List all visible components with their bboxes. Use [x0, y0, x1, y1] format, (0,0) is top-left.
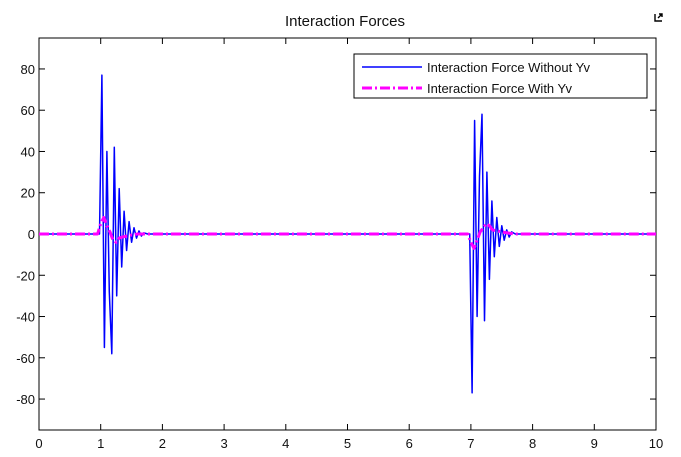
y-tick-label: -20: [16, 268, 35, 283]
x-tick-label: 1: [97, 436, 104, 451]
chart-title: Interaction Forces: [285, 13, 405, 30]
legend-label-without-yv: Interaction Force Without Yv: [427, 60, 591, 75]
x-tick-label: 3: [220, 436, 227, 451]
x-axis: 0 1 2 3 4 5 6 7 8 9 10: [35, 38, 663, 451]
legend-label-with-yv: Interaction Force With Yv: [427, 81, 572, 96]
plot-area: 0 1 2 3 4 5 6 7 8 9 10 80 60 40 20 0 -20 -40 -60 -80: [16, 37, 663, 451]
legend-box: [353, 53, 648, 99]
series-layer: [39, 74, 656, 394]
y-tick-label: 0: [28, 227, 35, 242]
legend[interactable]: Interaction Force Without Yv Interaction…: [353, 53, 648, 99]
series-line-without-yv: [39, 74, 656, 394]
x-tick-label: 0: [35, 436, 42, 451]
y-tick-label: -80: [16, 392, 35, 407]
dock-arrow-icon[interactable]: [654, 9, 664, 22]
y-tick-label: -60: [16, 351, 35, 366]
x-tick-label: 4: [282, 436, 289, 451]
y-tick-label: 20: [21, 186, 35, 201]
y-tick-label: -40: [16, 310, 35, 325]
y-tick-label: 80: [21, 62, 35, 77]
y-tick-label: 40: [21, 144, 35, 159]
x-tick-label: 7: [467, 436, 474, 451]
x-tick-label: 8: [529, 436, 536, 451]
x-tick-label: 10: [649, 436, 663, 451]
x-tick-label: 2: [159, 436, 166, 451]
y-tick-label: 60: [21, 103, 35, 118]
x-tick-label: 5: [344, 436, 351, 451]
x-tick-label: 6: [406, 436, 413, 451]
x-tick-label: 9: [591, 436, 598, 451]
series-line-with-yv: [39, 216, 656, 250]
y-axis: 80 60 40 20 0 -20 -40 -60 -80: [16, 62, 656, 407]
